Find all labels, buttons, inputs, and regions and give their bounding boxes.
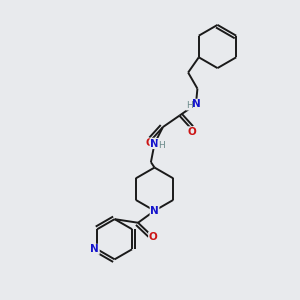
Text: O: O <box>149 232 158 242</box>
Text: N: N <box>192 99 200 109</box>
Text: N: N <box>150 206 159 216</box>
Text: H: H <box>186 101 193 110</box>
Text: O: O <box>146 138 154 148</box>
Text: N: N <box>90 244 99 254</box>
Text: O: O <box>188 127 197 137</box>
Text: N: N <box>150 139 159 148</box>
Text: H: H <box>158 140 164 149</box>
